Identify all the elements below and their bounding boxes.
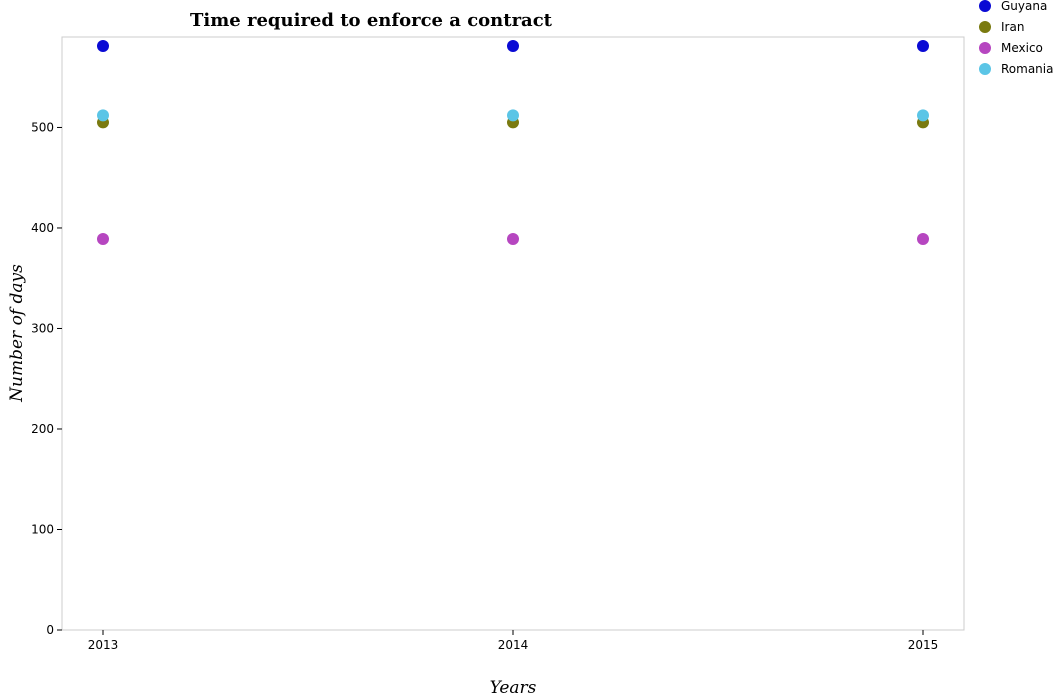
legend-marker-romania bbox=[979, 63, 991, 75]
legend-label-iran: Iran bbox=[1001, 20, 1024, 34]
legend-marker-iran bbox=[979, 21, 991, 33]
legend-label-mexico: Mexico bbox=[1001, 41, 1043, 55]
legend: Guyana Iran Mexico Romania bbox=[979, 0, 1053, 76]
y-tick-label: 300 bbox=[31, 321, 54, 335]
legend-label-romania: Romania bbox=[1001, 62, 1053, 76]
point-romania-2013 bbox=[97, 109, 109, 122]
x-tick-label: 2015 bbox=[908, 638, 939, 652]
legend-marker-guyana bbox=[979, 0, 991, 12]
chart-title: Time required to enforce a contract bbox=[190, 10, 553, 31]
x-tick-label: 2013 bbox=[88, 638, 119, 652]
legend-marker-mexico bbox=[979, 42, 991, 54]
y-axis-label: Number of days bbox=[7, 264, 27, 403]
x-axis-label: Years bbox=[490, 678, 537, 698]
point-romania-2014 bbox=[507, 109, 519, 122]
point-romania-2015 bbox=[917, 109, 929, 122]
y-axis-ticks: 0 100 200 300 400 500 bbox=[31, 120, 62, 637]
point-mexico-2014 bbox=[507, 233, 519, 246]
legend-label-guyana: Guyana bbox=[1001, 0, 1047, 13]
point-guyana-2013 bbox=[97, 40, 109, 53]
y-tick-label: 400 bbox=[31, 221, 54, 235]
x-tick-label: 2014 bbox=[498, 638, 529, 652]
point-guyana-2014 bbox=[507, 40, 519, 53]
x-axis-ticks: 2013 2014 2015 bbox=[88, 630, 939, 652]
point-mexico-2013 bbox=[97, 233, 109, 246]
point-guyana-2015 bbox=[917, 40, 929, 53]
point-mexico-2015 bbox=[917, 233, 929, 246]
y-tick-label: 500 bbox=[31, 120, 54, 134]
y-tick-label: 200 bbox=[31, 422, 54, 436]
y-tick-label: 100 bbox=[31, 522, 54, 536]
data-points bbox=[97, 40, 929, 246]
y-tick-label: 0 bbox=[46, 623, 54, 637]
